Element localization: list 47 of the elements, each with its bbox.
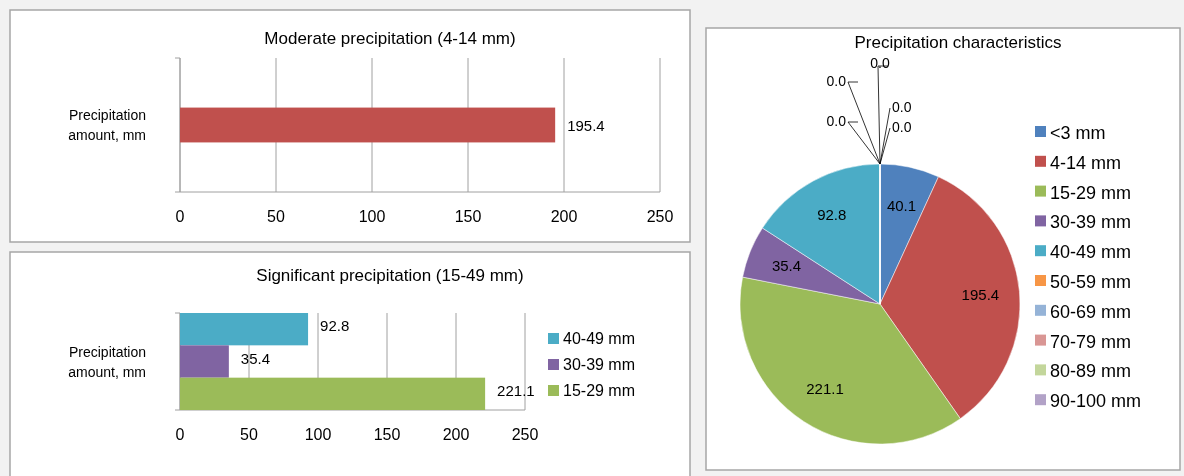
x-tick-label: 100 [304, 426, 332, 443]
x-tick-label: 200 [442, 426, 470, 443]
legend-label: 40-49 mm [563, 330, 636, 347]
legend-label: 40-49 mm [1050, 242, 1132, 263]
x-tick-label: 250 [646, 208, 674, 225]
text: 0.0 [892, 119, 912, 135]
legend-label: 50-59 mm [1050, 272, 1132, 292]
x-tick-label: 150 [373, 426, 401, 443]
legend-label: 60-69 mm [1050, 301, 1132, 322]
legend-label: 80-89 mm [1050, 361, 1132, 382]
chart-title: Significant precipitation (15-49 mm) [256, 266, 524, 285]
x-tick-label: 50 [267, 208, 285, 225]
legend-label: 30-39 mm [563, 356, 636, 373]
data-label: 195.4 [567, 117, 605, 134]
bar [180, 313, 309, 346]
x-tick-label: 50 [240, 426, 258, 443]
data-label: 92.8 [320, 317, 350, 335]
x-tick-label: 200 [550, 208, 578, 225]
data-label: 92.8 [817, 206, 847, 224]
legend-label: 90-100 mm [1050, 391, 1142, 412]
legend-label: 4-14 mm [1050, 152, 1122, 173]
chart-title: Precipitation characteristics [854, 33, 1062, 52]
x-tick-label: 0 [175, 426, 185, 443]
legend-label: 15-29 mm [1050, 182, 1132, 203]
y-tick-label: Precipitation amount, mm [68, 343, 146, 380]
x-tick-label: 250 [511, 426, 539, 443]
text: 0.0 [826, 113, 846, 129]
x-tick-label: 100 [358, 208, 386, 225]
text: 0.0 [826, 73, 846, 89]
legend-label: 30-39 mm [1050, 212, 1132, 233]
x-tick-label: 0 [175, 208, 185, 225]
data-label: 40.1 [886, 196, 917, 214]
text: 0.0 [892, 99, 912, 115]
bar [180, 377, 486, 410]
data-label: 221.1 [806, 379, 844, 397]
legend-label: 15-29 mm [563, 382, 636, 399]
text: 0.0 [870, 55, 890, 71]
data-label: 195.4 [961, 285, 1000, 303]
chart-title: Moderate precipitation (4-14 mm) [264, 29, 516, 48]
data-label: 35.4 [771, 257, 802, 275]
legend-label: 70-79 mm [1050, 331, 1132, 352]
data-label: 35.4 [240, 349, 271, 367]
bar [180, 345, 229, 378]
y-tick-label: Precipitation amount, mm [68, 107, 146, 143]
data-label: 221.1 [497, 381, 535, 399]
x-tick-label: 150 [454, 208, 482, 225]
legend-label: <3 mm [1050, 123, 1106, 143]
